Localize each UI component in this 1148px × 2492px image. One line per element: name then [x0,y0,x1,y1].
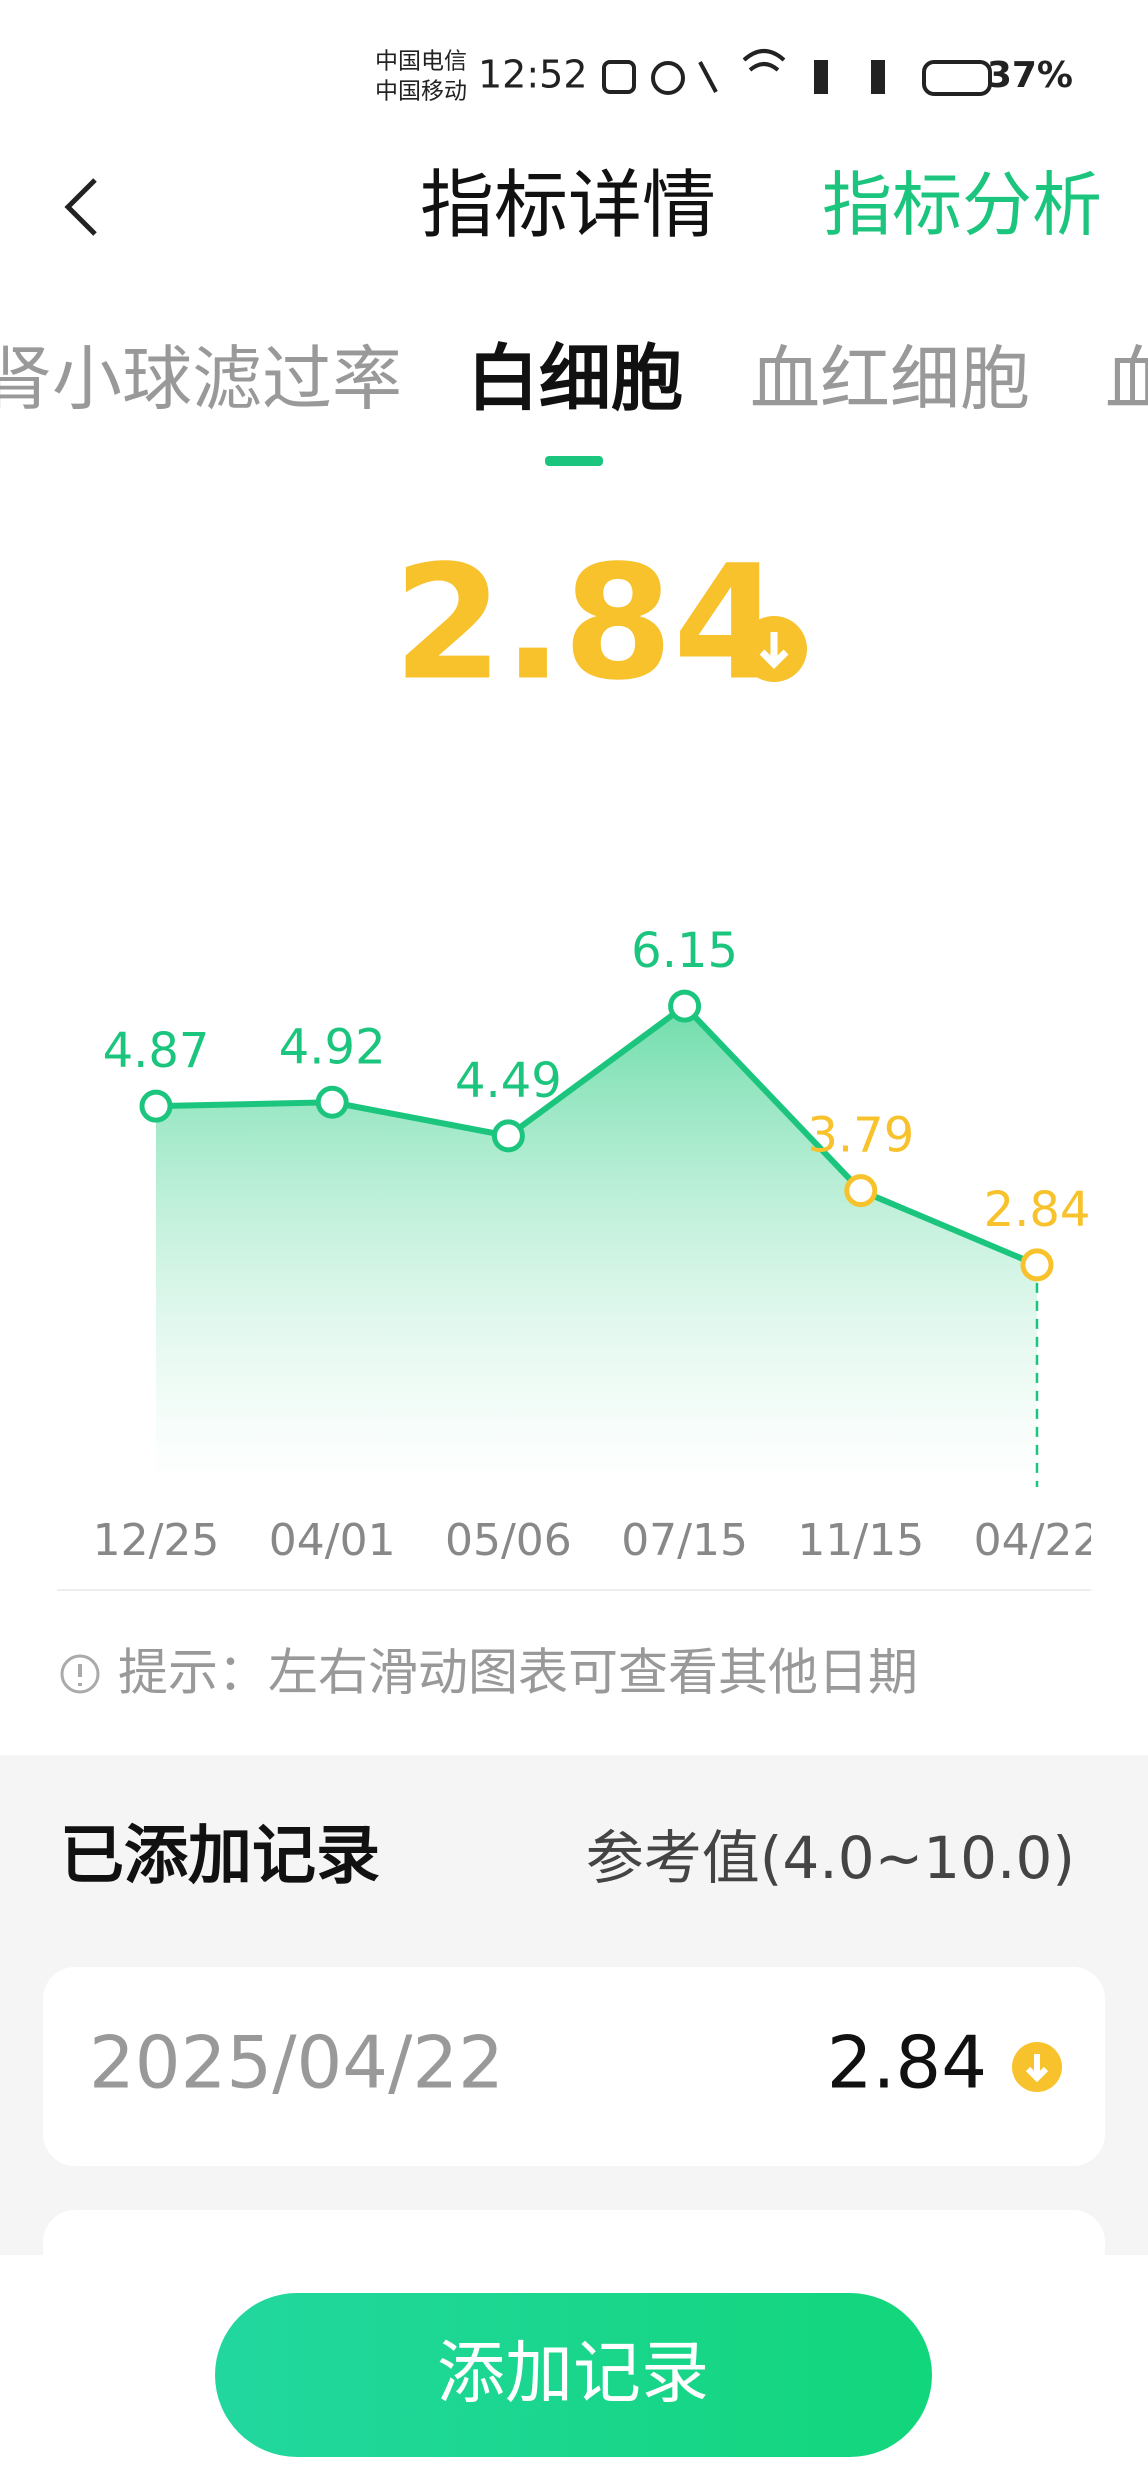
x-tick-label: 04/01 [269,1515,396,1566]
line [155,1003,1039,1268]
point [1020,1248,1054,1282]
clock: 12:52 [478,53,588,97]
point [139,1089,173,1123]
x-tick-label: 11/15 [797,1515,924,1566]
carrier: 中国移动 [375,79,467,105]
value-label: 2.84 [984,1182,1091,1238]
current-value: 2.84 [393,531,783,715]
point [315,1085,349,1119]
battery: 37% [987,55,1073,96]
down-icon [741,616,807,682]
hint: 提示：左右滑动图表可查看其他日期 [118,1644,918,1702]
point [668,989,702,1023]
records-title: 已添加记录 [60,1820,380,1894]
point [491,1119,525,1153]
down-icon [1012,2042,1062,2092]
value-label: 4.49 [455,1053,562,1109]
record-value: 2.84 [827,2021,987,2105]
reference-range: 参考值(4.0~10.0) [586,1824,1075,1892]
chart[interactable]: 4.87 12/25 4.92 04/01 4.49 05/06 6.15 07/15 3.79… [93,923,1101,1566]
x-tick-label: 07/15 [621,1515,748,1566]
value-label: 3.79 [807,1108,914,1164]
hint-icon [60,1654,100,1694]
page-title: 指标详情 [420,163,716,249]
record-date: 2025/04/22 [89,2021,504,2105]
status-icons [602,49,992,96]
point [844,1174,878,1208]
tab-active[interactable]: 白细胞 [467,337,683,421]
x-tick-label: 05/06 [445,1515,572,1566]
value-label: 6.15 [631,923,738,979]
value-label: 4.87 [103,1023,210,1079]
carrier: 中国电信 [375,49,467,75]
tab[interactable]: 血红细胞 [750,338,1030,420]
add-record-button[interactable] [215,2293,932,2457]
x-tick-label: 04/22 [974,1515,1101,1566]
tab[interactable]: 肾小球滤过率 [0,338,402,420]
button-label: 添加记录 [437,2335,709,2414]
tab[interactable]: 血 [1105,338,1148,420]
area [156,1006,1037,1487]
tab-indicator [545,456,603,466]
analysis-link[interactable]: 指标分析 [822,164,1102,246]
back-button[interactable] [64,178,97,236]
value-label: 4.92 [279,1019,386,1075]
record-card[interactable] [43,1967,1105,2166]
x-tick-label: 12/25 [93,1515,220,1566]
